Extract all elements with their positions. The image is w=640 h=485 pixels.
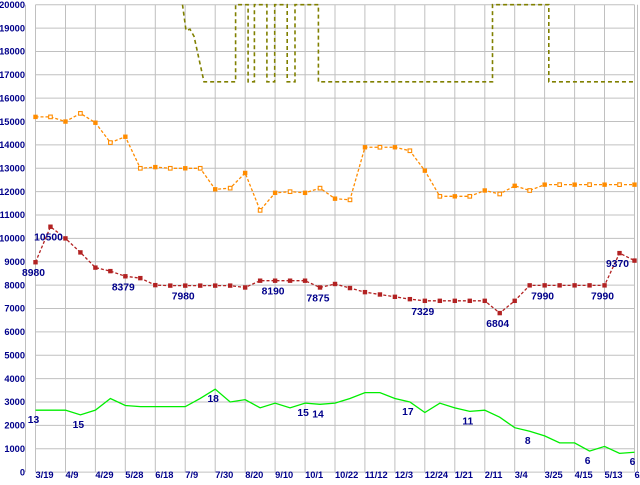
svg-text:15: 15	[297, 408, 309, 419]
svg-text:3000: 3000	[4, 397, 25, 407]
svg-text:4/15: 4/15	[575, 470, 593, 480]
svg-text:8980: 8980	[22, 268, 45, 279]
svg-text:18: 18	[207, 394, 219, 405]
svg-text:7000: 7000	[4, 304, 25, 314]
svg-text:8379: 8379	[112, 282, 135, 293]
svg-text:6: 6	[585, 456, 591, 467]
svg-text:4/9: 4/9	[66, 470, 79, 480]
svg-text:1/21: 1/21	[455, 470, 473, 480]
svg-text:13000: 13000	[0, 164, 25, 174]
svg-text:6: 6	[630, 457, 636, 468]
svg-text:10/22: 10/22	[335, 470, 358, 480]
svg-text:2000: 2000	[4, 421, 25, 431]
svg-text:14000: 14000	[0, 140, 25, 150]
svg-text:13: 13	[28, 415, 40, 426]
svg-text:1000: 1000	[4, 444, 25, 454]
svg-text:5000: 5000	[4, 350, 25, 360]
svg-text:10000: 10000	[0, 234, 25, 244]
svg-text:6/3: 6/3	[635, 470, 640, 480]
svg-text:14: 14	[312, 409, 324, 420]
svg-text:3/25: 3/25	[545, 470, 563, 480]
svg-text:11/12: 11/12	[365, 470, 388, 480]
svg-text:10/1: 10/1	[305, 470, 323, 480]
svg-text:4000: 4000	[4, 374, 25, 384]
svg-text:9370: 9370	[606, 259, 629, 270]
svg-text:12/3: 12/3	[395, 470, 413, 480]
svg-text:5/28: 5/28	[125, 470, 143, 480]
svg-text:11: 11	[462, 416, 473, 427]
svg-text:18000: 18000	[0, 47, 25, 57]
svg-text:16000: 16000	[0, 93, 25, 103]
svg-text:10500: 10500	[34, 233, 63, 244]
svg-text:7329: 7329	[411, 307, 434, 318]
svg-text:12000: 12000	[0, 187, 25, 197]
svg-text:8000: 8000	[4, 280, 25, 290]
svg-text:9000: 9000	[4, 257, 25, 267]
svg-text:8/20: 8/20	[245, 470, 263, 480]
svg-text:7/9: 7/9	[185, 470, 198, 480]
svg-text:11000: 11000	[0, 210, 25, 220]
svg-text:17000: 17000	[0, 70, 25, 80]
svg-text:17: 17	[402, 407, 414, 418]
svg-text:8: 8	[525, 436, 531, 447]
svg-text:7980: 7980	[172, 292, 195, 303]
svg-text:3/4: 3/4	[515, 470, 529, 480]
svg-text:8190: 8190	[262, 287, 285, 298]
svg-text:2/11: 2/11	[485, 470, 503, 480]
svg-text:7875: 7875	[307, 294, 330, 305]
svg-text:6000: 6000	[4, 327, 25, 337]
svg-text:7/30: 7/30	[215, 470, 233, 480]
svg-text:7990: 7990	[531, 291, 554, 302]
svg-text:6/18: 6/18	[155, 470, 173, 480]
svg-text:0: 0	[20, 467, 25, 477]
svg-text:3/19: 3/19	[36, 470, 54, 480]
svg-text:19000: 19000	[0, 23, 25, 33]
svg-text:6804: 6804	[486, 319, 509, 330]
svg-text:15000: 15000	[0, 117, 25, 127]
svg-text:20000: 20000	[0, 0, 25, 10]
svg-text:4/29: 4/29	[95, 470, 113, 480]
svg-text:5/13: 5/13	[605, 470, 623, 480]
svg-text:15: 15	[73, 420, 85, 431]
svg-text:9/10: 9/10	[275, 470, 293, 480]
svg-text:12/24: 12/24	[425, 470, 449, 480]
svg-text:7990: 7990	[591, 291, 614, 302]
